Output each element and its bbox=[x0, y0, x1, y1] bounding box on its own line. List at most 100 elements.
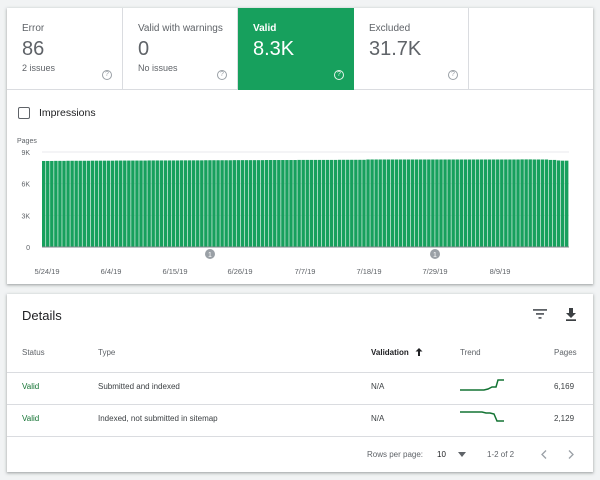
chart-bar bbox=[151, 160, 155, 247]
chart-bar bbox=[175, 160, 180, 247]
chart-bar bbox=[471, 159, 476, 247]
chart-bar bbox=[212, 160, 216, 247]
row-pages: 2,129 bbox=[554, 414, 575, 423]
filter-icon[interactable] bbox=[531, 305, 549, 323]
status-tiles: Error 86 2 issues ? Valid with warnings … bbox=[7, 8, 469, 90]
chart-bar bbox=[114, 160, 119, 247]
chart-bar bbox=[159, 160, 164, 247]
chart-bar bbox=[232, 160, 236, 247]
chart-bar bbox=[90, 160, 95, 247]
chart-bar bbox=[277, 160, 281, 247]
chart-bar bbox=[155, 160, 159, 247]
tile-error[interactable]: Error 86 2 issues ? bbox=[7, 8, 123, 90]
chart-bar bbox=[171, 160, 176, 247]
y-tick-label: 6K bbox=[21, 182, 30, 189]
chart-bar bbox=[187, 160, 192, 247]
impressions-toggle[interactable]: Impressions bbox=[18, 107, 96, 119]
chart-bar bbox=[483, 159, 488, 247]
chart-bar bbox=[183, 160, 188, 247]
chart-bar bbox=[252, 160, 257, 247]
next-page-icon[interactable] bbox=[565, 448, 577, 460]
row-status: Valid bbox=[22, 414, 40, 423]
help-icon[interactable]: ? bbox=[217, 70, 227, 80]
tile-valid[interactable]: Valid 8.3K ? bbox=[238, 8, 354, 90]
chart-bar bbox=[370, 159, 374, 247]
chart-bar bbox=[512, 159, 516, 247]
impressions-label: Impressions bbox=[39, 107, 96, 119]
chart-bar bbox=[78, 160, 82, 247]
chart-bar bbox=[191, 160, 196, 247]
chart-bar bbox=[504, 159, 508, 247]
chart-bar bbox=[119, 160, 123, 247]
chart-bar bbox=[131, 160, 135, 247]
chart-bar bbox=[163, 160, 168, 247]
chart-bar bbox=[301, 159, 305, 247]
chart-bar bbox=[86, 160, 91, 247]
tile-error-value: 86 bbox=[22, 38, 45, 60]
chart-bar bbox=[106, 160, 111, 247]
row-type: Indexed, not submitted in sitemap bbox=[98, 414, 218, 423]
chart-bar bbox=[341, 159, 346, 247]
help-icon[interactable]: ? bbox=[102, 70, 112, 80]
chart-bar bbox=[358, 159, 362, 247]
chart-bar bbox=[532, 159, 536, 247]
chart-bar bbox=[260, 160, 265, 247]
pages-chart: Pages 0 3K 6K 9K 1 1 5/24/19 6/4/19 6/15/19 6/26/1… bbox=[7, 133, 593, 283]
col-header-validation[interactable]: Validation bbox=[371, 348, 423, 357]
chart-bar bbox=[289, 160, 293, 247]
chart-bar bbox=[110, 160, 115, 247]
x-tick-label: 7/7/19 bbox=[295, 267, 316, 276]
row-status: Valid bbox=[22, 382, 40, 391]
chart-bar bbox=[386, 159, 391, 247]
tile-excluded[interactable]: Excluded 31.7K ? bbox=[354, 8, 469, 90]
tile-valid-with-warnings[interactable]: Valid with warnings 0 No issues ? bbox=[123, 8, 238, 90]
annotation-marker-label: 1 bbox=[208, 252, 212, 259]
x-tick-label: 6/15/19 bbox=[162, 267, 187, 276]
chart-bar bbox=[479, 159, 484, 247]
col-header-type[interactable]: Type bbox=[98, 348, 116, 357]
chart-bar bbox=[366, 159, 370, 247]
col-header-trend[interactable]: Trend bbox=[460, 348, 481, 357]
chart-bar bbox=[467, 159, 472, 247]
chart-bar bbox=[58, 160, 62, 247]
chart-bar bbox=[447, 159, 451, 247]
row-divider bbox=[7, 404, 593, 405]
chart-bar bbox=[135, 160, 139, 247]
row-pages: 6,169 bbox=[554, 382, 575, 391]
chart-bar bbox=[528, 159, 532, 247]
col-header-pages[interactable]: Pages bbox=[554, 348, 577, 357]
download-icon[interactable] bbox=[562, 305, 580, 323]
chart-bar bbox=[459, 159, 463, 247]
rows-per-page-select[interactable]: 10 bbox=[437, 450, 467, 459]
chart-bar bbox=[42, 160, 46, 247]
help-icon[interactable]: ? bbox=[448, 70, 458, 80]
chart-bar bbox=[98, 160, 103, 247]
chart-bar bbox=[455, 159, 459, 247]
chart-bar bbox=[475, 159, 480, 247]
col-header-validation-label: Validation bbox=[371, 348, 409, 357]
chart-bar bbox=[536, 159, 541, 247]
chart-bar bbox=[321, 159, 326, 247]
prev-page-icon[interactable] bbox=[538, 448, 550, 460]
chart-bar bbox=[564, 160, 569, 247]
chart-bar bbox=[325, 159, 330, 247]
chart-bar bbox=[147, 160, 151, 247]
y-tick-label: 3K bbox=[21, 213, 30, 220]
chart-bar bbox=[423, 159, 427, 247]
chart-bar bbox=[50, 160, 54, 247]
tile-error-label: Error bbox=[22, 23, 45, 34]
chart-bar bbox=[244, 160, 249, 247]
col-header-status[interactable]: Status bbox=[22, 348, 45, 357]
row-divider bbox=[7, 372, 593, 373]
chart-bar bbox=[305, 159, 309, 247]
impressions-checkbox[interactable] bbox=[18, 107, 30, 119]
chart-bar bbox=[82, 160, 86, 247]
chart-bar bbox=[94, 160, 99, 247]
chart-bar bbox=[491, 159, 496, 247]
chart-bar bbox=[463, 159, 468, 247]
chart-bar bbox=[297, 159, 301, 247]
chart-bar bbox=[560, 160, 565, 247]
x-tick-label: 7/29/19 bbox=[422, 267, 447, 276]
help-icon[interactable]: ? bbox=[334, 70, 344, 80]
chart-bar bbox=[378, 159, 382, 247]
